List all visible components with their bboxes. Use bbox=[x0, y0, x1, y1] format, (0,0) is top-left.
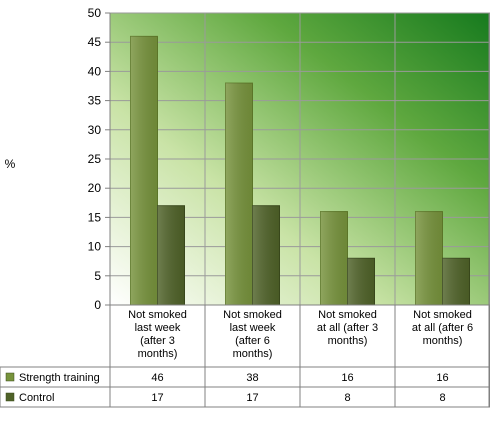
x-tick-label: Not smoked bbox=[223, 309, 282, 321]
x-tick-label: months) bbox=[233, 348, 273, 360]
bar-shine bbox=[320, 211, 348, 305]
bar-shine bbox=[157, 205, 185, 305]
y-tick-label: 30 bbox=[88, 123, 102, 137]
x-tick-label: (after 3 bbox=[140, 335, 175, 347]
y-axis-label: % bbox=[5, 157, 16, 171]
x-tick-label: (after 6 bbox=[235, 335, 270, 347]
bar-shine bbox=[442, 258, 470, 305]
bar-shine bbox=[347, 258, 375, 305]
legend-swatch bbox=[5, 392, 15, 402]
x-tick-label: Not smoked bbox=[128, 309, 187, 321]
data-label: 8 bbox=[344, 392, 350, 404]
y-tick-label: 10 bbox=[88, 240, 102, 254]
x-tick-label: months) bbox=[138, 348, 178, 360]
y-tick-label: 45 bbox=[88, 35, 102, 49]
legend-swatch bbox=[5, 372, 15, 382]
x-tick-label: at all (after 3 bbox=[317, 322, 378, 334]
x-tick-label: at all (after 6 bbox=[412, 322, 473, 334]
y-tick-labels: 0 5 10 15 20 25 30 35 40 45 50 bbox=[88, 6, 102, 312]
x-tick-label: Not smoked bbox=[413, 309, 472, 321]
data-label: 8 bbox=[439, 392, 445, 404]
x-tick-label: Not smoked bbox=[318, 309, 377, 321]
x-tick-label: last week bbox=[230, 322, 276, 334]
bars bbox=[130, 35, 470, 306]
data-label: 16 bbox=[436, 372, 448, 384]
data-label: 38 bbox=[246, 372, 258, 384]
y-tick-label: 5 bbox=[94, 269, 101, 283]
data-label: 16 bbox=[341, 372, 353, 384]
bar-shine bbox=[415, 211, 443, 305]
bar-shine bbox=[252, 205, 280, 305]
bar-shine bbox=[130, 36, 158, 306]
legend-label: Control bbox=[19, 392, 54, 404]
x-tick-label: last week bbox=[135, 322, 181, 334]
data-label: 46 bbox=[151, 372, 163, 384]
y-tick-label: 50 bbox=[88, 6, 102, 20]
y-tick-label: 40 bbox=[88, 64, 102, 78]
x-tick-label: months) bbox=[423, 335, 463, 347]
bar-shine bbox=[225, 83, 253, 305]
data-label: 17 bbox=[246, 392, 258, 404]
legend-label: Strength training bbox=[19, 372, 100, 384]
data-label: 17 bbox=[151, 392, 163, 404]
y-tick-label: 0 bbox=[94, 298, 101, 312]
y-tick-label: 20 bbox=[88, 181, 102, 195]
x-tick-label: months) bbox=[328, 335, 368, 347]
y-tick-label: 15 bbox=[88, 210, 102, 224]
y-tick-label: 35 bbox=[88, 94, 102, 108]
y-tick-label: 25 bbox=[88, 152, 102, 166]
